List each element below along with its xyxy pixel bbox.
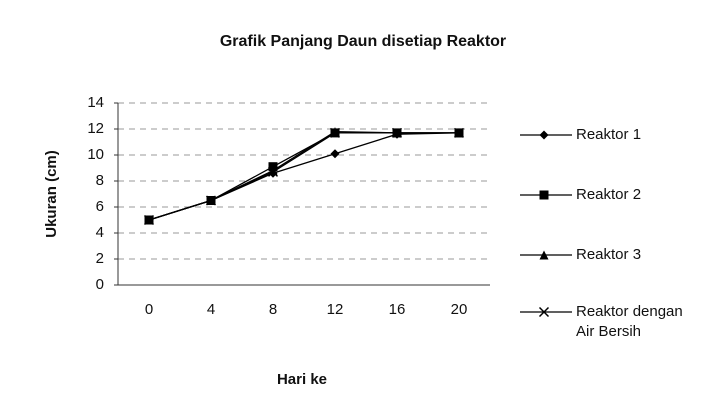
x-tick-label: 16 [389,301,406,318]
y-tick-label: 12 [87,120,104,137]
y-axis-label: Ukuran (cm) [43,150,60,238]
series-line [148,132,459,221]
x-tick-label: 12 [327,301,344,318]
y-tick-label: 4 [96,224,104,241]
legend-label: Reaktor 2 [576,186,642,203]
marker [453,127,465,138]
y-tick-label: 10 [87,146,104,163]
marker [539,250,549,260]
legend-swatch [520,250,572,260]
x-tick-label: 20 [451,301,468,318]
legend-swatch [520,306,572,318]
y-tick-label: 6 [96,198,104,215]
marker [539,130,549,140]
marker [391,127,403,138]
x-tick-label: 8 [269,301,277,318]
marker [539,190,549,200]
marker [330,149,340,159]
legend-entry: Reaktor 1 [520,125,725,145]
legend-entry: Reaktor dengan Air Bersih [520,302,725,342]
x-axis-label: Hari ke [277,371,327,388]
legend-label: Reaktor 1 [576,126,642,143]
legend: Reaktor 1 Reaktor 2 Reaktor 3 Reaktor denga… [520,0,728,410]
y-tick-label: 2 [96,250,104,267]
legend-label: Reaktor 3 [576,246,642,263]
marker [267,166,279,177]
y-tick-label: 8 [96,172,104,189]
x-tick-label: 4 [207,301,215,318]
legend-swatch [520,190,572,200]
legend-entry: Reaktor 3 [520,245,725,265]
y-tick-label: 0 [96,276,104,293]
legend-label: Reaktor dengan Air Bersih [576,303,683,340]
legend-swatch [520,130,572,140]
marker [329,127,341,138]
chart-title: Grafik Panjang Daun disetiap Reaktor [220,33,506,50]
marker [538,306,550,318]
x-tick-label: 0 [145,301,153,318]
legend-entry: Reaktor 2 [520,185,725,205]
y-tick-label: 14 [87,94,104,111]
marker [143,214,155,226]
marker [205,195,217,206]
